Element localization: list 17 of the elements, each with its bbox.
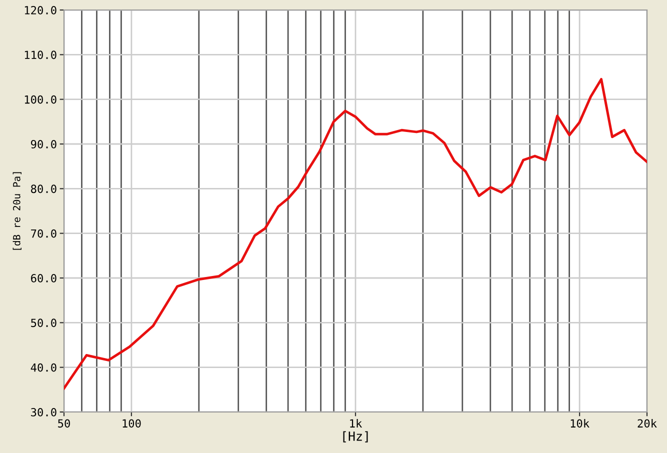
y-tick-label: 70.0	[31, 229, 56, 238]
y-tick-label: 110.0	[24, 50, 56, 60]
y-tick-label: 40.0	[30, 363, 56, 372]
y-axis-title: [dB re 20u Pa]	[12, 172, 22, 250]
y-tick-label: 80.0	[31, 184, 56, 194]
y-tick-label: 30.0	[31, 408, 56, 416]
x-tick-label: 20k	[638, 419, 657, 428]
x-axis-title: [Hz]	[343, 431, 368, 442]
y-tick-label: 120.0	[24, 6, 56, 14]
y-tick-label: 60.0	[31, 274, 56, 282]
x-tick-label: 1k	[350, 419, 362, 428]
x-tick-label: 10k	[570, 419, 590, 428]
x-tick-label: 50	[58, 419, 70, 428]
y-tick-label: 100.0	[24, 95, 56, 104]
x-tick-label: 100	[122, 419, 141, 428]
y-tick-label: 90.0	[30, 140, 56, 148]
y-tick-label: 50.0	[31, 318, 56, 328]
